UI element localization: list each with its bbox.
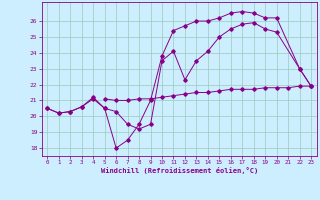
X-axis label: Windchill (Refroidissement éolien,°C): Windchill (Refroidissement éolien,°C) [100, 167, 258, 174]
